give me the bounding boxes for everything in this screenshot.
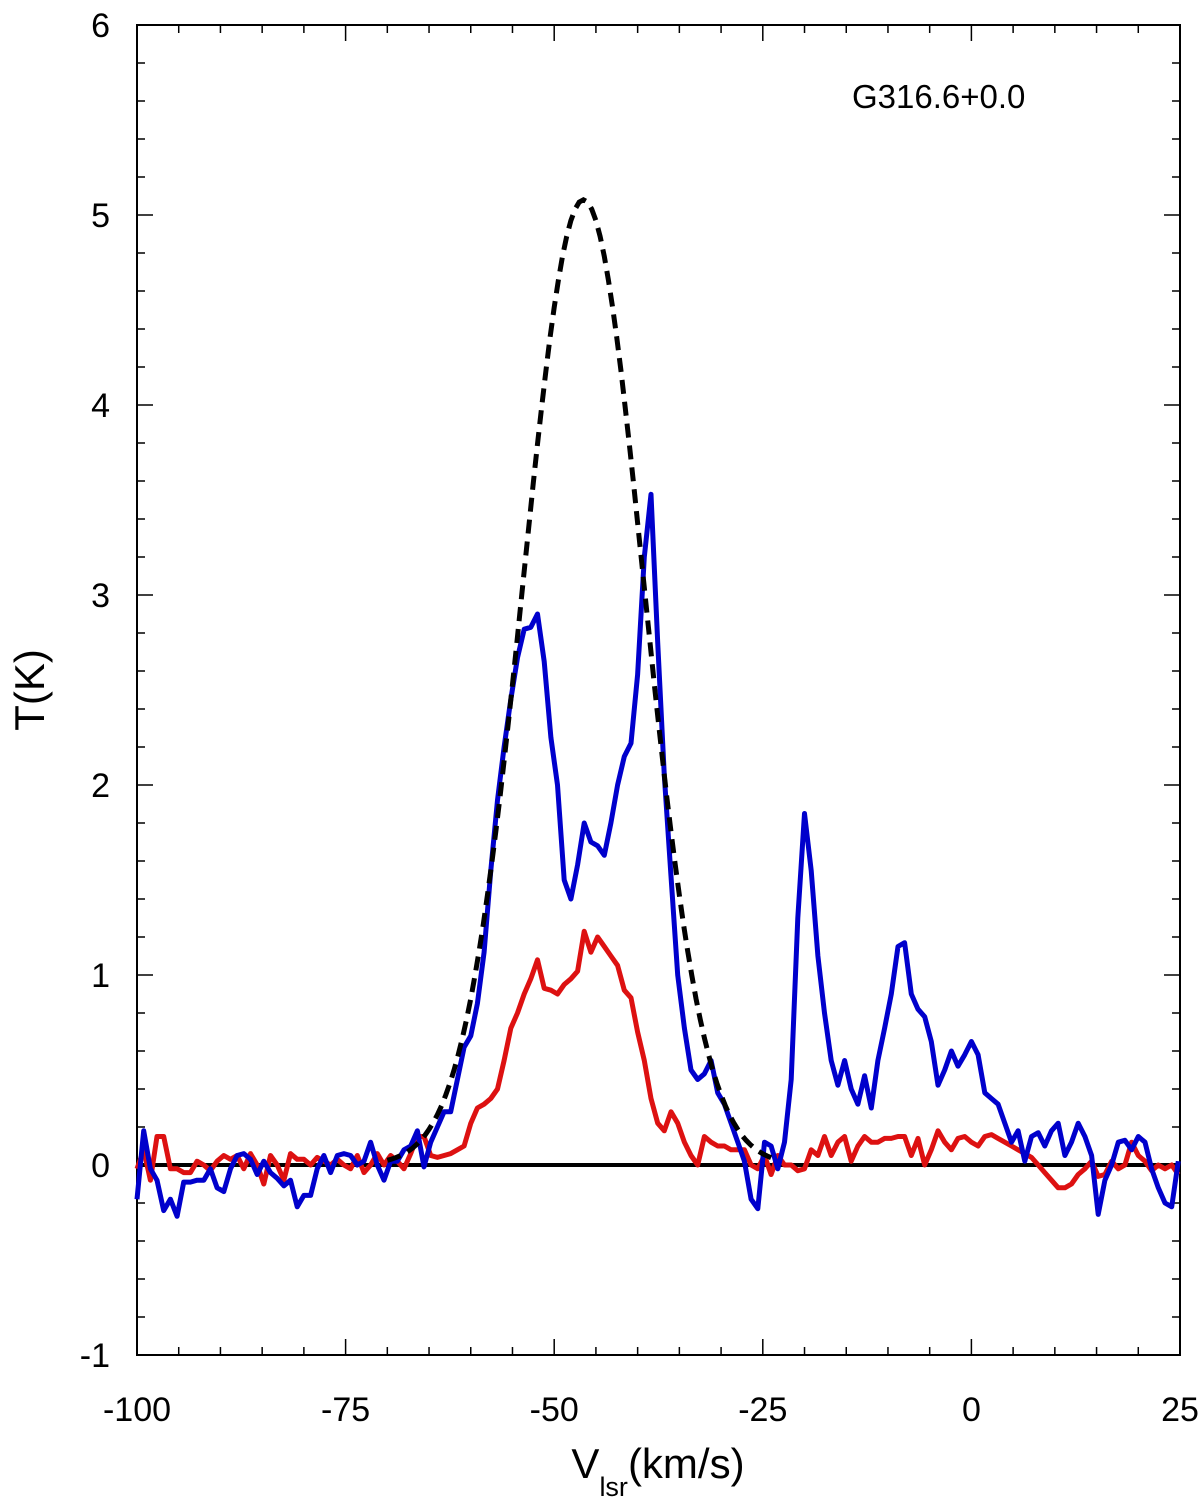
source-annotation: G316.6+0.0 <box>852 78 1025 115</box>
series-blue-line <box>134 491 1181 1219</box>
x-axis-title: Vlsr(km/s) <box>571 1440 744 1502</box>
x-tick-label: -100 <box>103 1391 171 1429</box>
axis-ticks <box>136 24 1181 1356</box>
y-axis-title: T(K) <box>6 649 53 731</box>
y-tick-label: -1 <box>80 1337 110 1375</box>
x-tick-label: -50 <box>530 1391 579 1429</box>
x-axis-title-subscript: lsr <box>599 1472 628 1502</box>
y-tick-label: 4 <box>91 387 110 425</box>
x-tick-label: 25 <box>1161 1391 1199 1429</box>
y-tick-label: 0 <box>91 1147 110 1185</box>
series-red-line <box>134 928 1181 1191</box>
x-tick-label: 0 <box>962 1391 981 1429</box>
plot-frame <box>136 24 1181 1356</box>
y-tick-label: 6 <box>91 7 110 45</box>
data-series <box>134 196 1181 1219</box>
x-tick-label: -75 <box>321 1391 370 1429</box>
x-tick-label: -25 <box>738 1391 787 1429</box>
x-axis-title-main: V <box>571 1440 599 1487</box>
y-tick-label: 2 <box>91 767 110 805</box>
axis-tick-labels: -100 -75 -50 -25 0 25 -1 0 1 2 3 4 5 6 <box>80 7 1199 1429</box>
x-axis-title-unit: (km/s) <box>628 1440 745 1487</box>
series-gaussian-fit <box>386 196 773 1163</box>
y-tick-label: 5 <box>91 197 110 235</box>
y-tick-label: 1 <box>91 957 110 995</box>
y-tick-label: 3 <box>91 577 110 615</box>
